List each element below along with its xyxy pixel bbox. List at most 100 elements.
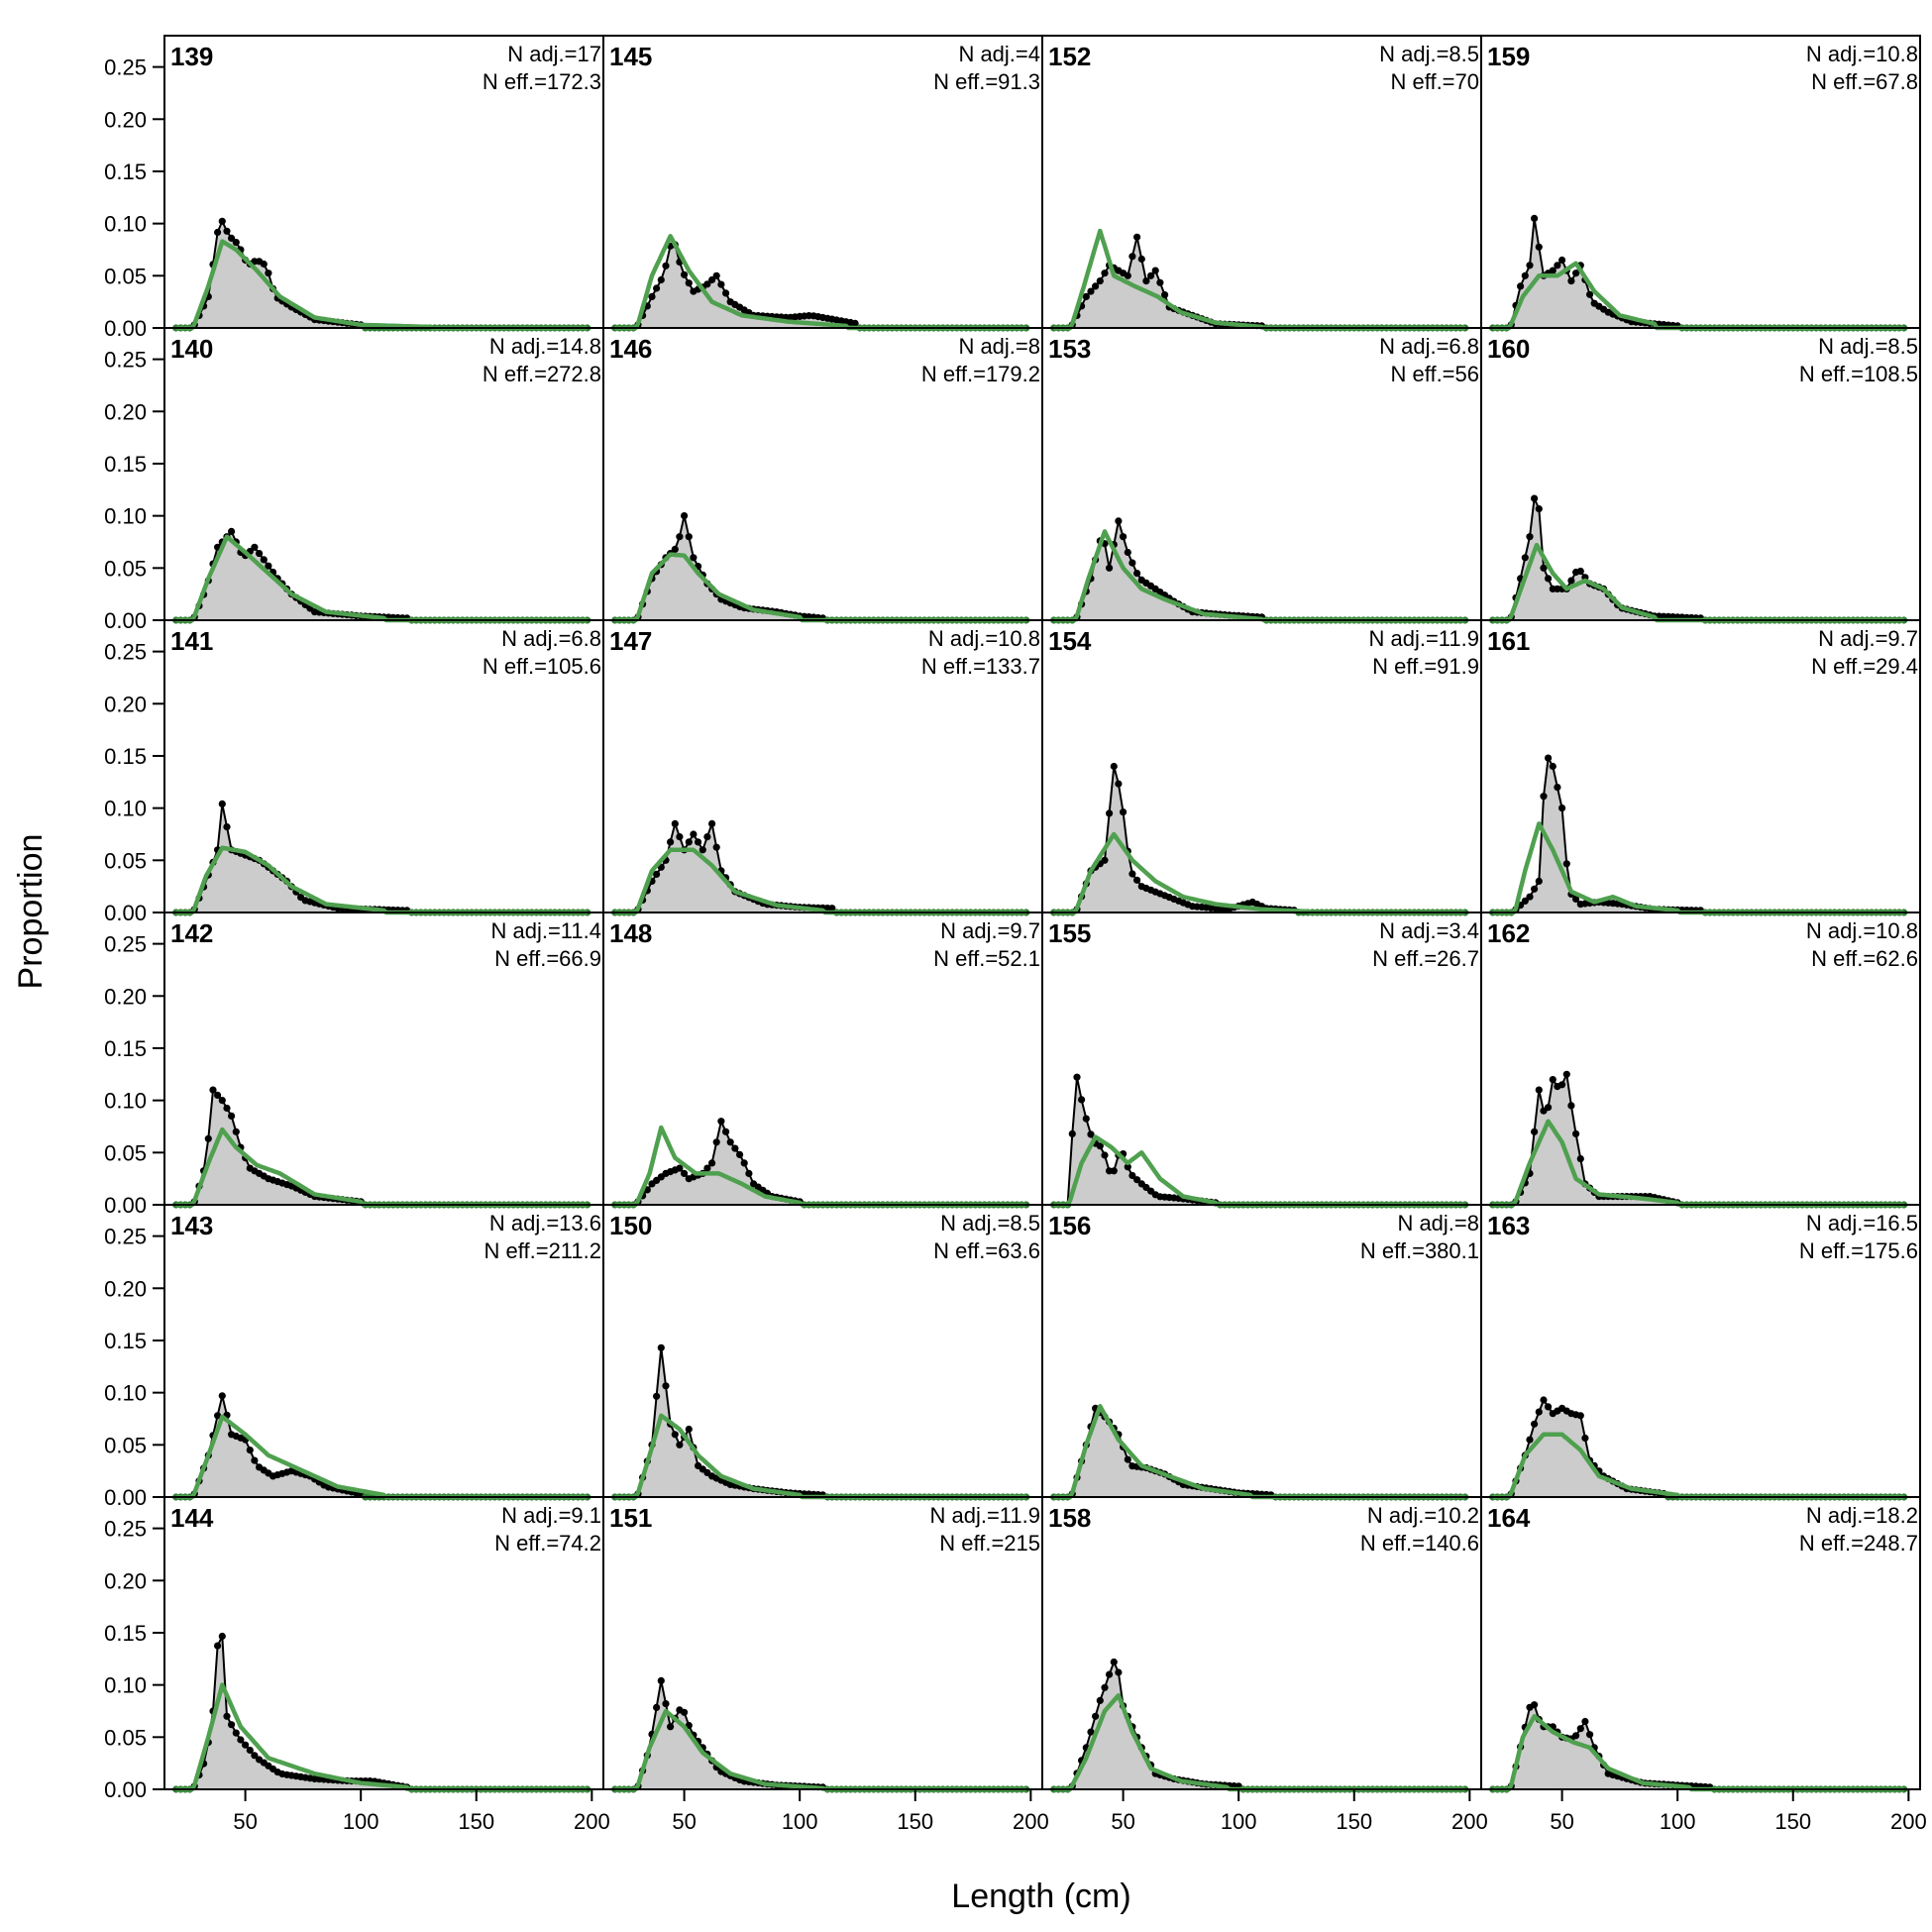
observed-point [218, 1392, 226, 1400]
observed-point [1133, 233, 1141, 241]
observed-point [1115, 1668, 1123, 1676]
n-adj-label: N adj.=11.9 [929, 1503, 1040, 1528]
observed-point [695, 838, 702, 846]
panel-152: 152 N adj.=8.5 N eff.=70 [1041, 35, 1482, 332]
x-tick-label: 200 [574, 1809, 610, 1834]
observed-point [1128, 559, 1136, 567]
observed-point [1576, 1412, 1584, 1420]
observed-point [1087, 1728, 1095, 1736]
observed-point [260, 556, 268, 564]
observed-point [1156, 278, 1164, 286]
observed-point [1545, 1104, 1553, 1112]
n-adj-label: N adj.=6.8 [1379, 334, 1479, 359]
observed-point [1549, 267, 1556, 274]
y-tick-label: 0.10 [104, 1673, 147, 1698]
panel-label: 145 [609, 42, 652, 71]
observed-point [1101, 1151, 1109, 1159]
observed-point [681, 1169, 689, 1177]
observed-point [223, 227, 231, 235]
panel-label: 152 [1048, 42, 1091, 71]
observed-point [657, 1343, 665, 1351]
panel-label: 142 [170, 918, 213, 948]
observed-area [614, 1347, 1026, 1497]
observed-point [1562, 860, 1570, 868]
panel-label: 160 [1487, 334, 1530, 364]
observed-point [1106, 809, 1114, 817]
observed-point [708, 1159, 716, 1167]
n-adj-label: N adj.=9.7 [940, 918, 1040, 943]
observed-point [228, 1721, 236, 1729]
observed-point [1124, 1163, 1131, 1171]
x-axis-group: 50 100 150 200 50 100 150 200 50 100 150 200 50 100 15… [233, 1789, 1927, 1834]
observed-point [1545, 754, 1553, 762]
observed-point [648, 292, 656, 300]
observed-point [1554, 784, 1561, 792]
n-adj-label: N adj.=6.8 [501, 626, 601, 651]
observed-point [1142, 277, 1150, 285]
observed-point [1151, 267, 1159, 274]
panel-label: 158 [1048, 1503, 1091, 1533]
observed-point [214, 1091, 222, 1099]
observed-point [1558, 805, 1566, 812]
observed-point [228, 1112, 236, 1120]
observed-point [1092, 1712, 1100, 1720]
panel-label: 156 [1048, 1211, 1091, 1240]
observed-area [614, 1121, 1026, 1205]
y-tick-label: 0.00 [104, 1485, 147, 1510]
observed-point [1101, 1683, 1109, 1691]
observed-point [667, 1723, 675, 1731]
observed-point [1558, 256, 1566, 265]
observed-point [662, 1700, 670, 1708]
observed-point [1531, 214, 1539, 222]
observed-point [703, 280, 711, 288]
y-tick-label: 0.00 [104, 608, 147, 633]
y-tick-label: 0.10 [104, 504, 147, 529]
observed-point [1096, 1142, 1104, 1150]
panel-150: 150 N adj.=8.5 N eff.=63.6 [602, 1204, 1043, 1501]
n-eff-label: N eff.=272.8 [483, 362, 601, 386]
n-eff-label: N eff.=211.2 [484, 1238, 601, 1263]
panel-label: 151 [609, 1503, 652, 1533]
panel-139: 139 N adj.=17 N eff.=172.3 [163, 35, 604, 332]
observed-point [712, 271, 720, 279]
panel-156: 156 N adj.=8 N eff.=380.1 [1041, 1204, 1482, 1501]
observed-point [1517, 282, 1525, 290]
x-tick-label: 100 [782, 1809, 818, 1834]
observed-area [1492, 498, 1904, 620]
observed-point [685, 838, 693, 846]
x-tick-label: 150 [1336, 1809, 1372, 1834]
observed-area [1053, 1408, 1465, 1497]
observed-area [175, 221, 588, 328]
n-eff-label: N eff.=56 [1391, 362, 1480, 386]
observed-point [232, 239, 240, 247]
n-adj-label: N adj.=8 [958, 334, 1040, 359]
observed-point [708, 275, 716, 284]
y-tick-label: 0.20 [104, 692, 147, 716]
observed-point [214, 1412, 222, 1420]
x-tick-label: 50 [1550, 1809, 1573, 1834]
panel-label: 163 [1487, 1211, 1530, 1240]
n-eff-label: N eff.=133.7 [921, 654, 1040, 679]
panel-143: 143 N adj.=13.6 N eff.=211.2 [163, 1204, 604, 1501]
y-tick-label: 0.10 [104, 212, 147, 237]
observed-point [251, 1456, 259, 1464]
observed-point [653, 284, 661, 292]
panel-145: 145 N adj.=4 N eff.=91.3 [602, 35, 1043, 332]
observed-point [676, 833, 684, 841]
observed-point [218, 217, 226, 225]
observed-point [1549, 1076, 1556, 1084]
observed-point [251, 1752, 259, 1760]
observed-point [722, 1127, 730, 1135]
panel-label: 144 [170, 1503, 214, 1533]
panel-142: 142 N adj.=11.4 N eff.=66.9 [163, 912, 604, 1209]
observed-point [671, 819, 679, 828]
observed-point [708, 819, 716, 828]
observed-point [1068, 1129, 1076, 1137]
observed-point [1087, 1130, 1095, 1138]
observed-point [1101, 269, 1109, 277]
panel-grid: 139 N adj.=17 N eff.=172.3 140 N adj.=14.8 N … [163, 35, 1921, 1793]
panel-153: 153 N adj.=6.8 N eff.=56 [1041, 327, 1482, 624]
n-adj-label: N adj.=13.6 [489, 1211, 601, 1235]
y-tick-label: 0.10 [104, 797, 147, 821]
observed-point [1115, 780, 1123, 788]
